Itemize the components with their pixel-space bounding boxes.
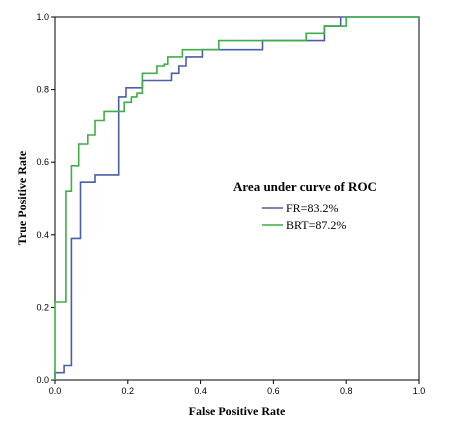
x-tick-label: 0.2 [122,386,135,396]
y-tick-label: 0.4 [36,230,49,240]
series-layer [54,16,419,380]
y-axis-title: True Positive Rate [15,150,29,245]
y-tick-label: 1.0 [36,12,49,22]
x-axis-ticks: 0.0 0.2 0.4 0.6 0.8 1.0 [49,380,426,396]
y-tick-label: 0.6 [36,157,49,167]
y-tick-label: 0.8 [36,85,49,95]
y-axis-ticks: 0.0 0.2 0.4 0.6 0.8 1.0 [36,12,55,385]
legend: Area under curve of ROC FR=83.2% BRT=87.… [233,179,377,232]
plot-area [54,16,420,381]
y-tick-label: 0.2 [36,302,49,312]
x-tick-label: 0.4 [194,386,207,396]
y-tick-label: 0.0 [36,375,49,385]
x-tick-label: 1.0 [413,386,426,396]
legend-label-fr: FR=83.2% [286,201,338,215]
legend-label-brt: BRT=87.2% [286,218,346,232]
series-line-brt [54,16,419,380]
x-tick-label: 0.8 [340,386,353,396]
legend-title: Area under curve of ROC [233,179,377,194]
x-tick-label: 0.0 [49,386,62,396]
plot-frame [54,16,420,381]
x-axis-title: False Positive Rate [189,404,286,418]
x-tick-label: 0.6 [267,386,280,396]
